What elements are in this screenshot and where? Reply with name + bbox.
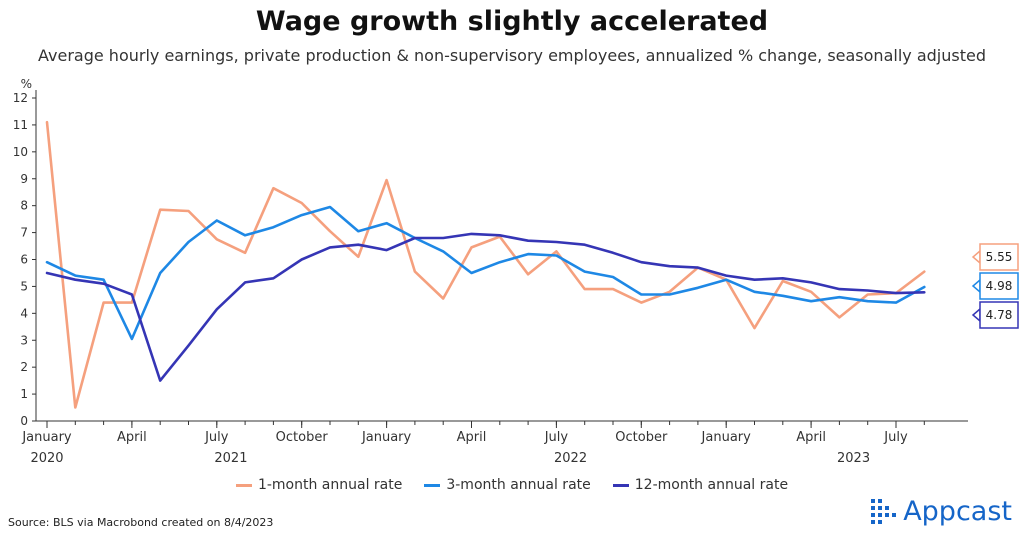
- end-label-value: 5.55: [986, 250, 1013, 264]
- x-tick-label: April: [457, 430, 487, 445]
- end-label-pointer: [971, 249, 981, 265]
- y-tick-label: 7: [20, 226, 28, 240]
- series-3-month-line: [45, 205, 926, 341]
- x-tick-label: July: [883, 430, 908, 445]
- x-tick-label: October: [276, 430, 329, 445]
- y-tick-label: 5: [20, 279, 28, 293]
- legend-swatch-1-month: [235, 483, 252, 487]
- x-year-label: 2022: [554, 451, 587, 466]
- x-tick-label: July: [544, 430, 569, 445]
- legend-label-3-month: 3-month annual rate: [446, 477, 591, 493]
- y-tick-label: 10: [13, 145, 28, 159]
- end-label-box: [979, 272, 1019, 300]
- x-year-label: 2021: [214, 451, 247, 466]
- appcast-logo: Appcast: [871, 496, 1012, 527]
- chart-title: Wage growth slightly accelerated: [255, 6, 769, 37]
- x-tick-label: July: [204, 430, 229, 445]
- x-tick-label: January: [701, 430, 752, 445]
- appcast-logo-icon: [871, 498, 897, 524]
- y-tick-label: 1: [20, 387, 28, 401]
- legend-label-1-month: 1-month annual rate: [257, 477, 403, 493]
- x-year-label: 2023: [837, 451, 870, 466]
- y-tick-label: 2: [20, 360, 28, 374]
- chart-legend: 1-month annual rate 3-month annual rate …: [0, 477, 1024, 493]
- legend-label-12-month: 12-month annual rate: [634, 477, 789, 493]
- y-tick-label: 9: [20, 172, 28, 186]
- series-1-month-line: [45, 120, 926, 409]
- x-tick-label: April: [796, 430, 826, 445]
- x-tick-label: January: [21, 430, 72, 445]
- appcast-logo-text: Appcast: [903, 496, 1012, 527]
- y-tick-label: 4: [20, 306, 28, 320]
- x-tick-label: April: [117, 430, 147, 445]
- y-tick-label: 11: [13, 118, 28, 132]
- end-label-pointer: [971, 307, 981, 323]
- y-tick-label: 6: [20, 253, 28, 267]
- end-label-value: 4.78: [986, 308, 1013, 322]
- legend-swatch-3-month: [424, 483, 441, 487]
- legend-item-1-month: 1-month annual rate: [235, 477, 403, 493]
- x-tick-label: October: [615, 430, 668, 445]
- y-tick-label: 8: [20, 199, 28, 213]
- y-tick-label: 12: [13, 91, 28, 105]
- y-tick-label: 3: [20, 333, 28, 347]
- y-tick-label: 0: [20, 414, 28, 428]
- x-tick-label: January: [361, 430, 412, 445]
- end-label-value: 4.98: [986, 279, 1013, 293]
- end-label-pointer: [971, 278, 981, 294]
- end-label-box: [979, 243, 1019, 271]
- legend-item-12-month: 12-month annual rate: [612, 477, 789, 493]
- x-year-label: 2020: [30, 451, 63, 466]
- legend-swatch-12-month: [612, 483, 629, 487]
- y-axis-unit-label: %: [21, 77, 32, 91]
- legend-item-3-month: 3-month annual rate: [424, 477, 591, 493]
- end-label-box: [979, 301, 1019, 329]
- source-note: Source: BLS via Macrobond created on 8/4…: [8, 516, 274, 529]
- series-12-month-line: [45, 232, 926, 382]
- chart-subtitle: Average hourly earnings, private product…: [38, 46, 986, 65]
